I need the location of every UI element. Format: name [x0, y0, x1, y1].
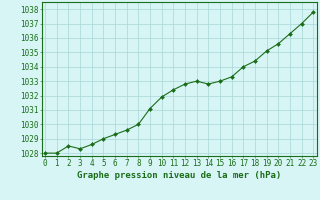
- X-axis label: Graphe pression niveau de la mer (hPa): Graphe pression niveau de la mer (hPa): [77, 171, 281, 180]
